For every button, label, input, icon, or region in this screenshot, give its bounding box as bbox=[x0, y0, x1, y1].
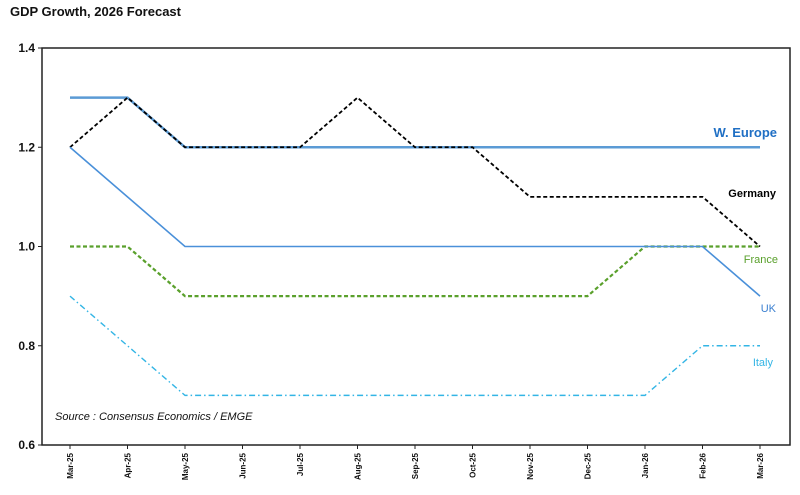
y-tick-label: 1.4 bbox=[18, 41, 35, 55]
series-label-italy: Italy bbox=[753, 357, 774, 369]
chart-title: GDP Growth, 2026 Forecast bbox=[10, 4, 181, 19]
series-lines bbox=[69, 96, 761, 397]
x-tick-label: Sep-25 bbox=[411, 452, 420, 479]
y-tick-label: 0.8 bbox=[18, 339, 35, 353]
x-tick-label: Nov-25 bbox=[526, 452, 535, 479]
series-labels: W. Europe Germany France UK Italy bbox=[713, 125, 778, 369]
series-label-france: France bbox=[744, 254, 778, 266]
y-tick-label: 1.2 bbox=[18, 140, 35, 154]
x-tick-label: Aug-25 bbox=[354, 452, 363, 480]
x-tick-label: Jun-25 bbox=[239, 452, 248, 478]
x-tick-label: Feb-26 bbox=[699, 452, 708, 478]
series-line-uk bbox=[69, 146, 761, 297]
y-tick-label: 0.6 bbox=[18, 438, 35, 452]
x-tick-label: Jul-25 bbox=[296, 452, 305, 476]
x-tick-label: Mar-25 bbox=[66, 452, 75, 478]
series-line-w-europe bbox=[70, 96, 760, 149]
series-label-w-europe: W. Europe bbox=[713, 125, 777, 140]
x-tick-label: Mar-26 bbox=[756, 452, 765, 478]
x-tick-label: Apr-25 bbox=[124, 452, 133, 478]
x-tick-label: Dec-25 bbox=[584, 452, 593, 479]
x-tick-label: May-25 bbox=[181, 452, 190, 480]
series-label-germany: Germany bbox=[728, 188, 777, 200]
series-label-uk: UK bbox=[761, 303, 777, 315]
series-line-france bbox=[70, 245, 760, 298]
x-tick-label: Oct-25 bbox=[469, 452, 478, 477]
series-line-germany bbox=[69, 96, 761, 248]
chart-axes: 0.6 0.8 1.0 1.2 1.4 Mar-25 Apr-25 May-25 Jun-25 J… bbox=[18, 41, 791, 480]
y-tick-label: 1.0 bbox=[18, 240, 35, 254]
x-tick-label: Jan-26 bbox=[641, 452, 650, 478]
series-line-italy bbox=[69, 295, 760, 397]
source-note: Source : Consensus Economics / EMGE bbox=[55, 411, 253, 423]
